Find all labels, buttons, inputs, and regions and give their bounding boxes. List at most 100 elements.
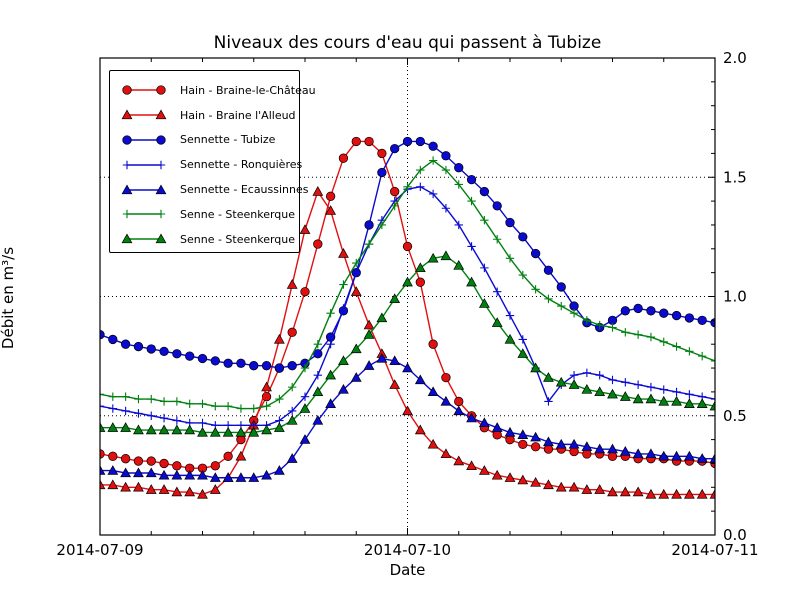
data-point-triangle: [607, 486, 618, 497]
data-point-triangle: [594, 386, 606, 397]
data-point-triangle: [100, 479, 106, 490]
data-point-triangle: [209, 426, 221, 437]
data-point-plus: [236, 404, 246, 413]
data-point-plus: [416, 165, 425, 175]
data-point-triangle: [402, 276, 413, 287]
data-point-circle: [441, 151, 451, 161]
data-point-plus: [518, 270, 528, 280]
data-point-triangle: [286, 415, 298, 425]
data-point-triangle: [594, 443, 606, 454]
data-point-triangle: [312, 186, 324, 196]
plot-area: [100, 136, 715, 499]
data-point-triangle: [222, 472, 234, 482]
data-point-circle: [287, 327, 297, 337]
series-0: [100, 136, 715, 473]
data-point-triangle: [619, 446, 631, 456]
data-point-plus: [313, 371, 323, 380]
data-point-plus: [300, 363, 310, 373]
data-point-plus: [198, 418, 207, 428]
data-point-circle: [100, 449, 105, 459]
data-point-triangle: [100, 465, 106, 475]
data-point-circle: [543, 265, 554, 275]
data-point-plus: [287, 382, 297, 392]
data-point-triangle: [671, 488, 682, 499]
data-point-circle: [210, 356, 220, 366]
data-point-triangle: [325, 398, 337, 408]
data-point-triangle: [363, 360, 375, 370]
data-point-triangle: [402, 362, 413, 373]
y-tick-label: 1.5: [723, 168, 747, 186]
data-point-circle: [402, 241, 413, 252]
data-point-triangle: [184, 469, 196, 480]
data-point-circle: [325, 191, 336, 201]
data-point-plus: [480, 215, 489, 225]
data-point-plus: [100, 390, 105, 399]
data-point-triangle: [402, 405, 413, 416]
data-point-triangle: [671, 395, 682, 406]
data-point-triangle: [581, 441, 593, 451]
legend-item: Senne - Steenkerque: [120, 202, 299, 227]
data-point-plus: [454, 220, 463, 230]
data-point-triangle: [658, 488, 670, 499]
legend-marker-sample: [121, 184, 167, 194]
data-point-triangle: [197, 488, 208, 499]
data-point-triangle: [543, 479, 554, 490]
legend-item: Hain - Braine l'Alleud: [120, 103, 299, 128]
data-point-triangle: [248, 426, 260, 437]
data-point-triangle: [312, 415, 324, 425]
legend-item: Sennette - Ecaussinnes: [120, 177, 309, 202]
data-point-triangle: [299, 224, 311, 234]
data-point-plus: [390, 201, 399, 211]
data-point-circle: [466, 174, 477, 185]
data-point-triangle: [184, 486, 196, 497]
data-point-plus: [339, 280, 348, 289]
x-tick-label: 2014-07-11: [671, 541, 758, 559]
data-point-triangle: [197, 426, 208, 437]
data-point-triangle: [338, 383, 349, 394]
data-point-triangle: [155, 184, 167, 194]
data-point-triangle: [145, 467, 157, 478]
data-point-triangle: [504, 426, 516, 437]
data-point-plus: [172, 416, 182, 425]
data-point-plus: [467, 242, 476, 251]
data-point-triangle: [504, 333, 516, 344]
legend-label: Senne - Steenkerque: [180, 207, 296, 221]
data-point-plus: [492, 235, 502, 244]
data-point-plus: [262, 402, 271, 411]
data-point-triangle: [235, 450, 247, 461]
data-point-triangle: [100, 422, 106, 432]
data-point-triangle: [145, 424, 157, 435]
data-point-circle: [351, 136, 361, 147]
data-point-triangle: [478, 417, 490, 428]
data-point-circle: [556, 282, 566, 292]
data-point-triangle: [607, 443, 618, 454]
data-point-triangle: [155, 109, 167, 120]
data-point-triangle: [376, 352, 388, 363]
data-point-plus: [313, 340, 323, 349]
legend-marker-sample: [122, 210, 166, 219]
data-point-circle: [197, 353, 208, 364]
data-point-plus: [108, 404, 118, 413]
legend-label: Hain - Braine-le-Château: [180, 83, 316, 97]
data-point-plus: [544, 294, 553, 304]
data-point-triangle: [158, 424, 170, 435]
data-point-triangle: [350, 343, 362, 354]
data-point-triangle: [120, 422, 132, 432]
data-point-triangle: [235, 426, 247, 437]
data-point-triangle: [363, 329, 375, 339]
data-point-triangle: [645, 393, 657, 404]
data-point-circle: [133, 456, 144, 466]
data-point-plus: [608, 375, 617, 385]
data-point-plus: [300, 392, 310, 401]
data-point-circle: [146, 456, 156, 466]
data-point-plus: [685, 347, 694, 356]
series-2: [100, 136, 715, 373]
data-point-triangle: [594, 484, 606, 494]
data-point-triangle: [568, 481, 580, 492]
data-point-circle: [287, 361, 297, 371]
data-point-plus: [582, 316, 592, 325]
data-point-plus: [156, 210, 166, 219]
legend-item: Senne - Steenkerque: [120, 227, 299, 252]
